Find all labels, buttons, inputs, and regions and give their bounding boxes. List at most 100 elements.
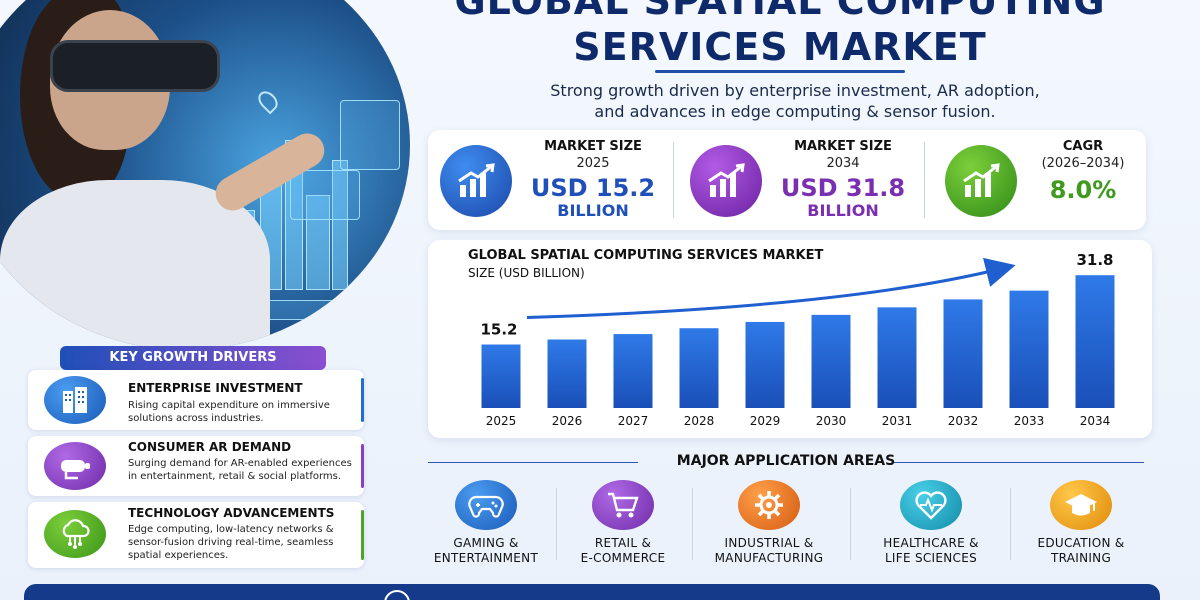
chart-title: GLOBAL SPATIAL COMPUTING SERVICES MARKET xyxy=(468,248,824,263)
holo-panel xyxy=(290,170,360,220)
location-pin-icon xyxy=(254,87,282,115)
app-industrial: INDUSTRIAL & MANUFACTURING xyxy=(699,480,839,566)
driver-accent xyxy=(361,444,364,488)
subtitle: Strong growth driven by enterprise inves… xyxy=(470,80,1120,122)
app-label-line-2: ENTERTAINMENT xyxy=(433,551,539,565)
kpi-unit: BILLION xyxy=(557,201,629,220)
page-title: GLOBAL SPATIAL COMPUTING SERVICES MARKET xyxy=(400,0,1160,70)
kpi-market-size-2025: MARKET SIZE 2025 USD 15.2 BILLION xyxy=(428,130,668,230)
title-line-1: GLOBAL SPATIAL COMPUTING xyxy=(454,0,1106,23)
driver-description: Surging demand for AR-enabled experience… xyxy=(128,458,352,482)
market-size-chart: GLOBAL SPATIAL COMPUTING SERVICES MARKET… xyxy=(428,240,1152,438)
bar-2027 xyxy=(613,334,653,408)
data-label: 15.2 xyxy=(480,321,517,339)
app-label-line-2: MANUFACTURING xyxy=(714,551,824,565)
app-label: INDUSTRIAL & MANUFACTURING xyxy=(699,536,839,566)
hero-illustration xyxy=(0,0,410,350)
app-divider xyxy=(1010,488,1011,560)
kpi-label: CAGR xyxy=(1062,139,1104,154)
subtitle-line-1: Strong growth driven by enterprise inves… xyxy=(550,81,1040,100)
chart-plot: 2025 15.2 2026 2027 2028 2029 2030 2031 2032 2033… xyxy=(480,251,1115,428)
heading-rule xyxy=(894,462,1144,463)
graduation-cap-icon xyxy=(1050,480,1112,530)
app-retail: RETAIL & E-COMMERCE xyxy=(553,480,693,566)
driver-title: ENTERPRISE INVESTMENT xyxy=(128,381,303,395)
app-label: EDUCATION & TRAINING xyxy=(1011,536,1151,566)
chart-subtitle: SIZE (USD BILLION) xyxy=(468,266,585,280)
app-label-line-1: RETAIL & xyxy=(594,536,652,550)
bar-2034 xyxy=(1075,275,1115,408)
x-tick-label: 2028 xyxy=(684,414,715,428)
app-label-line-1: HEALTHCARE & xyxy=(883,536,979,550)
app-gaming: GAMING & ENTERTAINMENT xyxy=(416,480,556,566)
app-label: GAMING & ENTERTAINMENT xyxy=(416,536,556,566)
kpi-divider xyxy=(673,142,674,218)
title-line-2: SERVICES MARKET xyxy=(573,25,987,69)
bar-2032 xyxy=(943,299,983,408)
kpi-value: USD 15.2 xyxy=(530,174,656,202)
app-education: EDUCATION & TRAINING xyxy=(1011,480,1151,566)
gamepad-icon xyxy=(455,480,517,530)
holo-panel xyxy=(340,100,400,170)
office-building-icon xyxy=(44,376,106,424)
x-tick-label: 2027 xyxy=(618,414,649,428)
footer-bar xyxy=(24,584,1160,600)
kpi-divider xyxy=(924,142,925,218)
kpi-value: USD 31.8 xyxy=(780,174,906,202)
ar-headset-icon xyxy=(44,442,106,490)
bar-2026 xyxy=(547,339,587,408)
bar-chart-up-icon xyxy=(945,145,1017,217)
trend-arrow xyxy=(526,257,1016,320)
kpi-unit: BILLION xyxy=(807,201,879,220)
bar-chart-up-icon xyxy=(690,145,762,217)
kpi-year: 2025 xyxy=(576,156,610,171)
heart-pulse-icon xyxy=(900,480,962,530)
x-tick-label: 2026 xyxy=(552,414,583,428)
app-label-line-2: TRAINING xyxy=(1050,551,1112,565)
kpi-label: MARKET SIZE xyxy=(794,139,892,154)
data-label: 31.8 xyxy=(1076,251,1113,269)
drivers-heading: KEY GROWTH DRIVERS xyxy=(60,346,326,370)
driver-description: Edge computing, low-latency networks & s… xyxy=(128,524,334,561)
bar-chart-up-icon xyxy=(440,145,512,217)
app-label-line-1: GAMING & xyxy=(453,536,519,550)
x-tick-label: 2025 xyxy=(486,414,517,428)
driver-card-enterprise: ENTERPRISE INVESTMENT Rising capital exp… xyxy=(28,370,364,430)
driver-card-technology: TECHNOLOGY ADVANCEMENTS Edge computing, … xyxy=(28,502,364,568)
app-divider xyxy=(556,488,557,560)
kpi-year: 2034 xyxy=(826,156,860,171)
app-label: HEALTHCARE & LIFE SCIENCES xyxy=(861,536,1001,566)
subtitle-line-2: and advances in edge computing & sensor … xyxy=(594,102,996,121)
x-tick-label: 2029 xyxy=(750,414,781,428)
bar-2030 xyxy=(811,314,851,408)
app-label-line-2: LIFE SCIENCES xyxy=(884,551,978,565)
title-underline xyxy=(655,70,905,73)
vr-headset-icon xyxy=(50,40,220,92)
kpi-value: 8.0% xyxy=(1049,176,1117,204)
driver-title: CONSUMER AR DEMAND xyxy=(128,440,292,454)
app-label-line-2: E-COMMERCE xyxy=(580,551,666,565)
x-tick-label: 2033 xyxy=(1014,414,1045,428)
bar-2031 xyxy=(877,307,917,408)
driver-accent xyxy=(361,510,364,560)
x-tick-label: 2031 xyxy=(882,414,913,428)
app-label-line-1: EDUCATION & xyxy=(1037,536,1125,550)
bar-2028 xyxy=(679,328,719,408)
kpi-year: (2026–2034) xyxy=(1041,156,1125,171)
x-tick-label: 2034 xyxy=(1080,414,1111,428)
app-healthcare: HEALTHCARE & LIFE SCIENCES xyxy=(861,480,1001,566)
driver-accent xyxy=(361,378,364,422)
driver-title: TECHNOLOGY ADVANCEMENTS xyxy=(128,506,335,520)
driver-description: Rising capital expenditure on immersive … xyxy=(128,400,330,424)
app-divider xyxy=(692,488,693,560)
app-label: RETAIL & E-COMMERCE xyxy=(553,536,693,566)
app-divider xyxy=(850,488,851,560)
cloud-network-icon xyxy=(44,510,106,558)
gear-icon xyxy=(738,480,800,530)
globe-icon xyxy=(384,590,410,600)
applications-heading-text: MAJOR APPLICATION AREAS xyxy=(676,453,896,469)
x-tick-label: 2032 xyxy=(948,414,979,428)
heading-rule xyxy=(428,462,638,463)
bar-2025 xyxy=(481,344,521,408)
bar-2033 xyxy=(1009,290,1049,408)
